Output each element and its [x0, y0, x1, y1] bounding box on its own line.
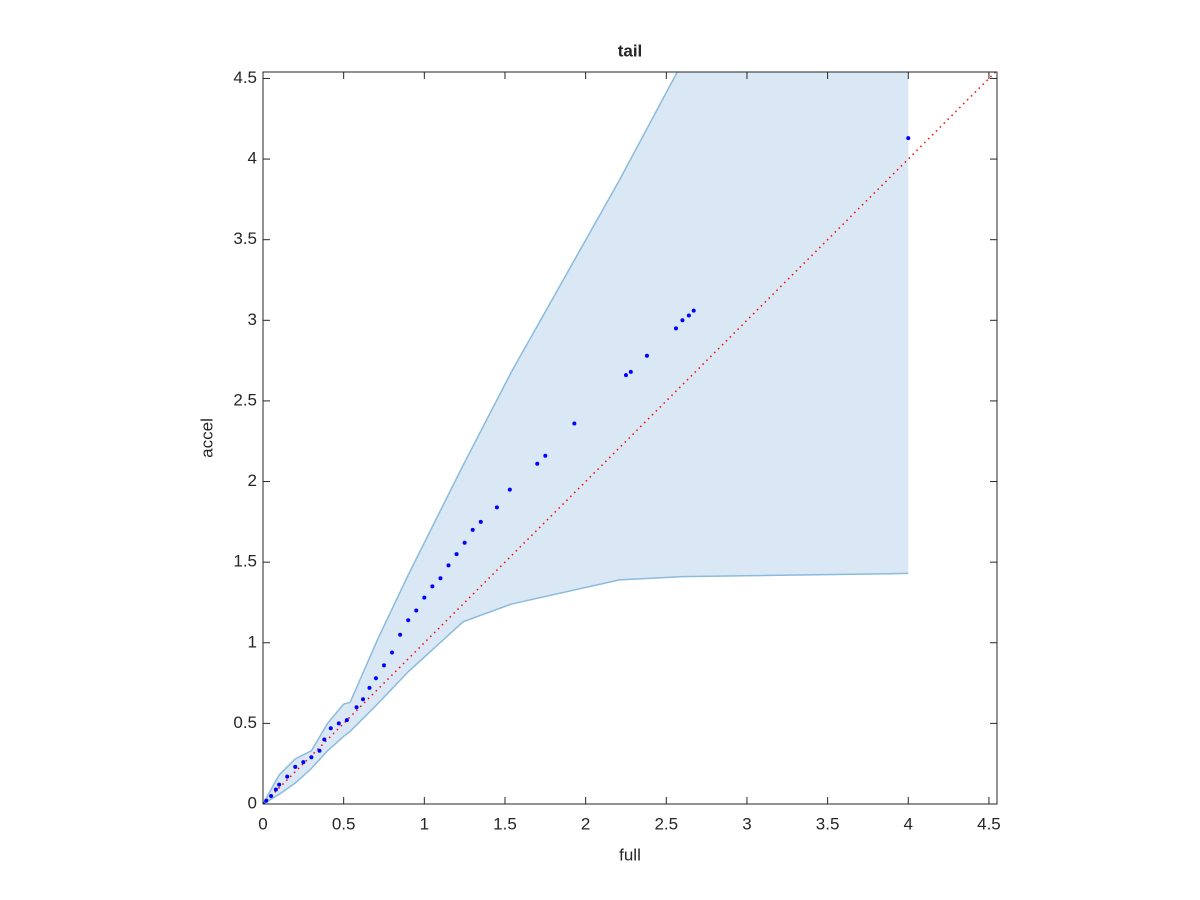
data-point: [478, 519, 483, 524]
data-point: [269, 793, 274, 798]
data-point: [406, 618, 411, 623]
data-point: [422, 595, 427, 600]
data-point: [462, 540, 467, 545]
y-tick-label: 2.5: [233, 390, 257, 409]
x-tick-label: 3: [742, 814, 751, 833]
y-tick-label: 1: [248, 632, 257, 651]
data-point: [367, 685, 372, 690]
x-axis-label: full: [619, 845, 641, 864]
data-point: [543, 453, 548, 458]
data-point: [507, 487, 512, 492]
x-tick-label: 1: [420, 814, 429, 833]
x-tick-label: 4: [904, 814, 913, 833]
data-point: [293, 764, 298, 769]
data-point: [336, 721, 341, 726]
data-point: [354, 705, 359, 710]
reference-line: [263, 72, 997, 804]
axes-box: [262, 71, 998, 805]
data-point: [328, 726, 333, 731]
data-point: [680, 318, 685, 323]
data-point: [414, 608, 419, 613]
data-point: [322, 737, 327, 742]
x-tick-label: 2.5: [654, 814, 678, 833]
y-tick-label: 3: [248, 310, 257, 329]
x-tick-label: 0: [258, 814, 267, 833]
x-tick-label: 0.5: [332, 814, 356, 833]
data-point: [446, 563, 451, 568]
y-tick-label: 4.5: [233, 68, 257, 87]
data-point: [361, 697, 366, 702]
data-point: [673, 326, 678, 331]
y-tick-label: 3.5: [233, 229, 257, 248]
y-tick-label: 1.5: [233, 552, 257, 571]
data-point: [317, 748, 322, 753]
band-upper-edge: [263, 72, 679, 804]
data-point: [309, 755, 314, 760]
y-axis-label: accel: [197, 418, 216, 458]
chart-title: tail: [618, 41, 643, 60]
x-tick-label: 4.5: [977, 814, 1001, 833]
data-point: [628, 369, 633, 374]
data-point: [264, 798, 269, 803]
data-point: [623, 373, 628, 378]
data-point: [381, 663, 386, 668]
x-tick-label: 3.5: [816, 814, 840, 833]
data-point: [686, 313, 691, 318]
y-tick-label: 0.5: [233, 713, 257, 732]
data-point: [494, 505, 499, 510]
y-tick-label: 4: [248, 149, 257, 168]
data-point: [398, 632, 403, 637]
data-point: [535, 461, 540, 466]
x-tick-label: 1.5: [493, 814, 517, 833]
confidence-band: [263, 72, 909, 804]
data-point: [906, 136, 911, 141]
data-point: [438, 576, 443, 581]
y-tick-label: 0: [248, 793, 257, 812]
data-point: [373, 676, 378, 681]
band-lower-edge: [263, 572, 909, 804]
data-point: [572, 421, 577, 426]
data-point: [430, 584, 435, 589]
data-point: [277, 782, 282, 787]
data-point: [470, 527, 475, 532]
data-point: [691, 308, 696, 313]
y-tick-label: 2: [248, 471, 257, 490]
data-point: [285, 774, 290, 779]
data-point: [390, 650, 395, 655]
data-point: [454, 552, 459, 557]
x-tick-label: 2: [581, 814, 590, 833]
plot-area: [263, 72, 997, 804]
data-point: [644, 353, 649, 358]
data-point: [273, 787, 278, 792]
data-point: [301, 760, 306, 765]
data-point: [344, 718, 349, 723]
